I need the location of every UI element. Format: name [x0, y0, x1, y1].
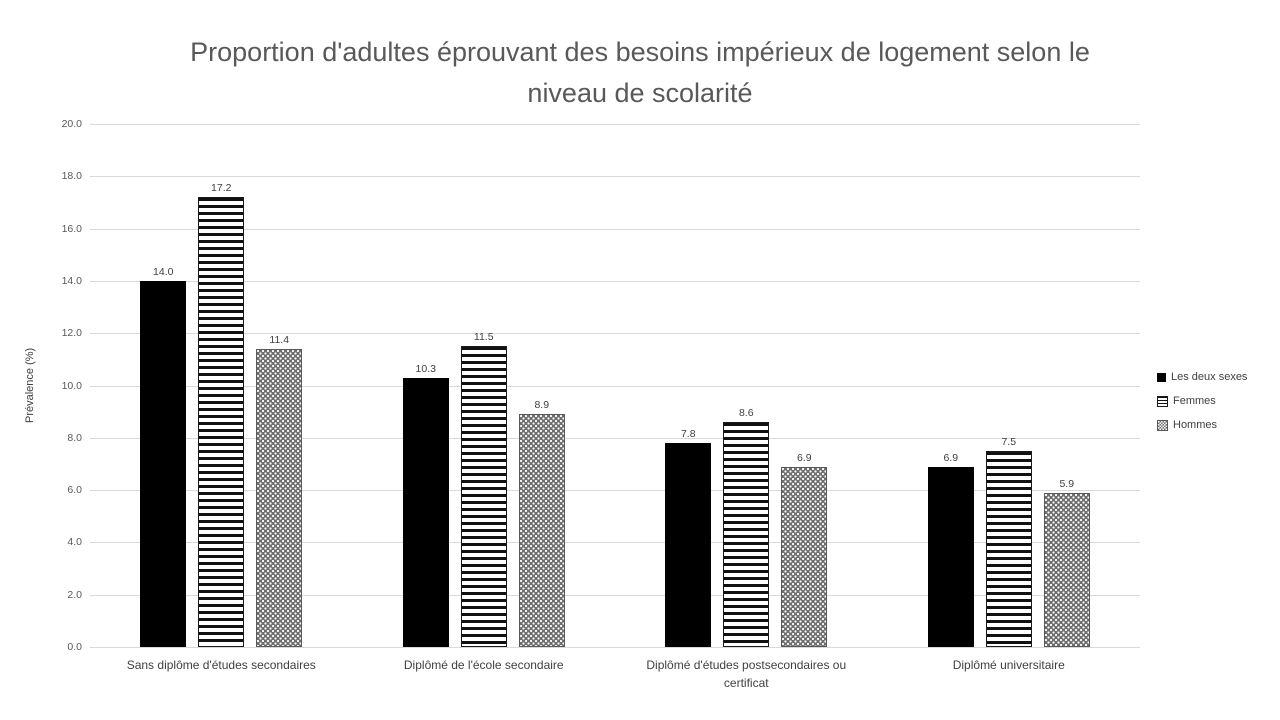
y-tick-label: 20.0 — [61, 118, 82, 130]
gridline — [90, 490, 1140, 492]
y-tick-label: 0.0 — [67, 641, 82, 653]
bar-item: 7.8 — [665, 428, 712, 647]
gridline — [90, 176, 1140, 178]
legend-item: Femmes — [1157, 395, 1247, 407]
bar — [140, 280, 187, 647]
x-category-label: Sans diplôme d'études secondaires — [126, 658, 316, 672]
bar-value-label: 11.4 — [269, 333, 290, 346]
bar — [1043, 492, 1090, 647]
legend-swatch-stripes — [1157, 395, 1168, 407]
bar-value-label: 6.9 — [943, 451, 959, 464]
gridline — [90, 280, 1140, 282]
x-category-label: Diplômé de l'école secondaire — [403, 658, 564, 672]
bar — [198, 197, 245, 647]
bar — [927, 466, 974, 647]
bar-item: 10.3 — [402, 362, 449, 647]
bar-value-label: 8.9 — [534, 399, 550, 412]
bar-group: 14.0 17.2 11.4 — [90, 124, 353, 647]
plot-area: 14.0 17.2 11.4 10.3 11.5 8.9 7.8 8.6 6.9 6.9 7.5 5.… — [90, 124, 1140, 648]
bar-item: 6.9 — [927, 451, 974, 647]
bar-item: 8.6 — [723, 407, 770, 647]
bar — [723, 422, 770, 647]
gridline — [90, 228, 1140, 230]
gridline — [90, 542, 1140, 544]
legend-item: Hommes — [1157, 419, 1247, 431]
legend-label: Femmes — [1173, 395, 1216, 407]
gridline — [90, 385, 1140, 387]
bar-item: 17.2 — [198, 182, 245, 647]
bar-item: 6.9 — [781, 451, 828, 647]
y-tick-label: 10.0 — [61, 379, 82, 392]
bar-value-label: 7.5 — [1001, 435, 1017, 448]
y-tick-label: 2.0 — [67, 588, 82, 601]
gridline — [90, 333, 1140, 335]
y-tick-label: 4.0 — [67, 536, 82, 549]
bar — [985, 450, 1032, 647]
legend-swatch-dots — [1157, 419, 1168, 431]
legend-item: Les deux sexes — [1157, 371, 1247, 383]
bar — [781, 466, 828, 647]
y-axis-title: Prévalence (%) — [24, 347, 36, 424]
x-category-label: Diplômé universitaire — [952, 658, 1065, 672]
bar-item: 11.4 — [256, 333, 303, 647]
bar-group: 6.9 7.5 5.9 — [878, 124, 1141, 647]
y-tick-label: 12.0 — [61, 327, 82, 340]
chart-title: Proportion d'adultes éprouvant des besoi… — [190, 37, 1090, 108]
y-tick-label: 6.0 — [67, 484, 82, 497]
legend: Les deux sexes Femmes Hommes — [1157, 371, 1247, 443]
bar-value-label: 11.5 — [473, 331, 494, 344]
x-category-label: Diplômé d'études postsecondaires ou cert… — [646, 658, 847, 690]
legend-label: Hommes — [1173, 419, 1218, 431]
gridline — [90, 594, 1140, 596]
legend-swatch-solid — [1157, 372, 1166, 382]
bar-item: 5.9 — [1043, 477, 1090, 647]
y-tick-label: 14.0 — [61, 274, 82, 287]
bar-value-label: 10.3 — [415, 362, 436, 375]
y-axis: 0.0 2.0 4.0 6.0 8.0 10.0 12.0 14.0 16.0 18.0 20.0 — [44, 118, 82, 653]
bar-item: 14.0 — [140, 265, 187, 647]
y-tick-label: 18.0 — [61, 170, 82, 183]
bar-item: 11.5 — [460, 331, 507, 647]
gridline — [90, 647, 1140, 648]
x-axis: Sans diplôme d'études secondaires Diplômé… — [90, 656, 1140, 692]
bar-groups: 14.0 17.2 11.4 10.3 11.5 8.9 7.8 8.6 6.9 6.9 7.5 5.… — [90, 124, 1140, 647]
bar-value-label: 8.6 — [738, 407, 754, 420]
bar-group: 10.3 11.5 8.9 — [353, 124, 616, 647]
y-tick-label: 8.0 — [67, 431, 82, 444]
bar — [460, 346, 507, 647]
gridline — [90, 124, 1140, 125]
bar-item: 7.5 — [985, 435, 1032, 647]
bar-value-label: 14.0 — [153, 265, 174, 278]
bar-group: 7.8 8.6 6.9 — [615, 124, 878, 647]
bar — [518, 414, 565, 647]
bar — [665, 443, 712, 647]
bar-item: 8.9 — [518, 399, 565, 647]
bar-value-label: 5.9 — [1059, 477, 1075, 490]
legend-label: Les deux sexes — [1171, 371, 1248, 383]
bar-value-label: 7.8 — [680, 428, 696, 441]
bar-value-label: 17.2 — [211, 182, 232, 195]
y-tick-label: 16.0 — [61, 222, 82, 235]
gridline — [90, 437, 1140, 439]
bar-value-label: 6.9 — [796, 451, 812, 464]
bar — [402, 377, 449, 647]
bar — [256, 348, 303, 647]
